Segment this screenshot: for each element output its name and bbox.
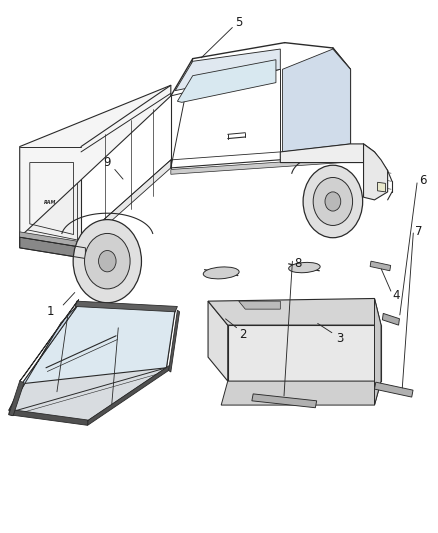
Polygon shape [208, 301, 228, 381]
Text: 7: 7 [415, 225, 423, 238]
Circle shape [313, 177, 353, 225]
Polygon shape [171, 157, 350, 174]
Polygon shape [177, 60, 276, 102]
Polygon shape [283, 49, 350, 152]
Polygon shape [364, 144, 388, 200]
Circle shape [85, 233, 130, 289]
Polygon shape [20, 300, 79, 381]
Polygon shape [9, 309, 175, 421]
Polygon shape [169, 310, 180, 372]
Text: RAM: RAM [44, 200, 57, 205]
Text: 1: 1 [46, 305, 54, 318]
Polygon shape [9, 304, 79, 410]
Circle shape [99, 251, 116, 272]
Circle shape [73, 220, 141, 303]
Text: 2: 2 [239, 328, 247, 341]
Ellipse shape [203, 267, 239, 279]
Polygon shape [378, 182, 385, 192]
Polygon shape [20, 232, 85, 248]
Text: 8: 8 [294, 257, 301, 270]
Polygon shape [374, 298, 381, 405]
Polygon shape [20, 85, 171, 237]
Polygon shape [81, 160, 171, 248]
Polygon shape [252, 394, 317, 408]
Polygon shape [370, 261, 391, 271]
Polygon shape [20, 237, 85, 259]
Polygon shape [22, 304, 175, 384]
Polygon shape [88, 365, 170, 425]
Text: 5: 5 [235, 16, 242, 29]
Circle shape [325, 192, 341, 211]
Text: 3: 3 [336, 333, 343, 345]
Polygon shape [75, 301, 177, 312]
Polygon shape [239, 301, 280, 309]
Polygon shape [9, 409, 88, 425]
Text: 6: 6 [419, 174, 427, 187]
Polygon shape [228, 325, 381, 381]
Polygon shape [20, 152, 81, 248]
Polygon shape [382, 313, 399, 325]
Polygon shape [208, 298, 381, 325]
Polygon shape [221, 381, 381, 405]
Polygon shape [280, 144, 374, 163]
Polygon shape [9, 381, 24, 416]
Polygon shape [374, 382, 413, 397]
Polygon shape [175, 49, 280, 91]
Ellipse shape [289, 262, 320, 273]
Circle shape [303, 165, 363, 238]
Text: 9: 9 [103, 156, 111, 169]
Text: 4: 4 [392, 289, 400, 302]
